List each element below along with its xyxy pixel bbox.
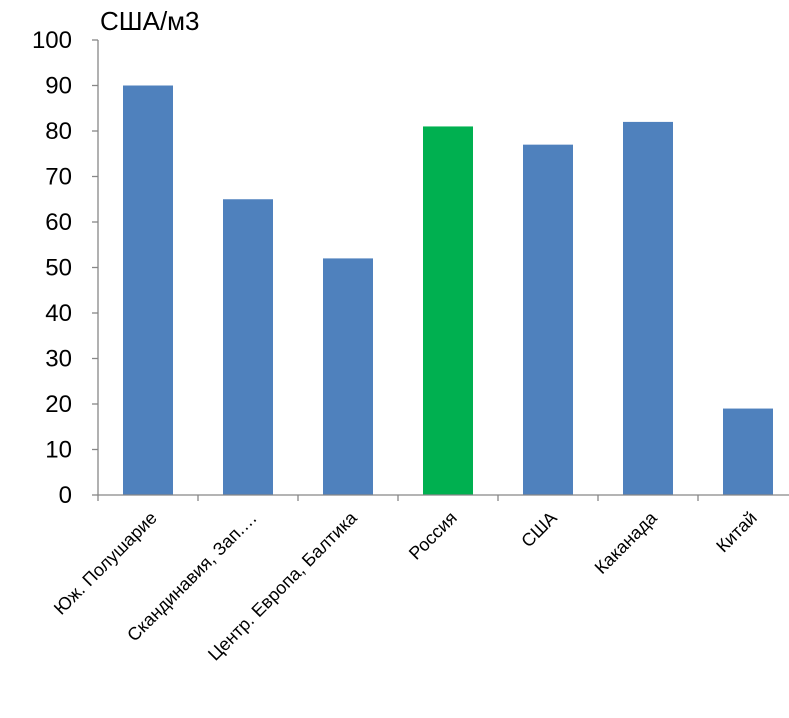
y-tick-label: 40 [45, 300, 72, 327]
y-tick-label: 10 [45, 437, 72, 464]
bar [223, 199, 273, 495]
x-tick-label: Россия [405, 508, 461, 564]
y-tick-label: 70 [45, 164, 72, 191]
x-tick-label: Китай [712, 508, 761, 557]
bar [723, 408, 773, 495]
bar [423, 126, 473, 495]
x-tick-label: США [517, 508, 560, 551]
bar [323, 258, 373, 495]
y-tick-label: 0 [59, 482, 72, 509]
x-tick-label: Каканада [591, 507, 662, 578]
y-tick-label: 100 [32, 27, 72, 54]
y-tick-label: 30 [45, 346, 72, 373]
bar [123, 85, 173, 495]
bars [123, 85, 773, 496]
y-tick-label: 20 [45, 391, 72, 418]
x-tick-label: Юж. Полушарие [50, 508, 161, 619]
y-tick-label: 50 [45, 255, 72, 282]
y-axis-unit-label: США/м3 [100, 6, 200, 36]
bar [623, 121, 673, 496]
y-tick-label: 90 [45, 73, 72, 100]
y-tick-label: 80 [45, 118, 72, 145]
bar [523, 144, 573, 495]
y-axis: 0 10 20 30 40 50 60 70 80 90 100 [32, 27, 99, 509]
y-tick-label: 60 [45, 209, 72, 236]
